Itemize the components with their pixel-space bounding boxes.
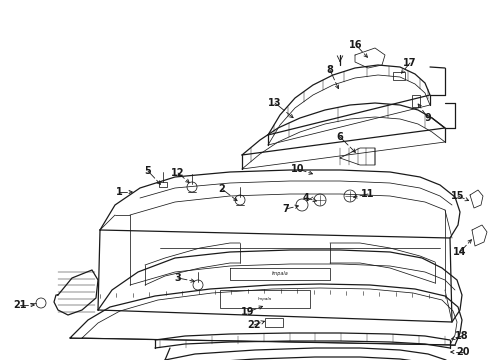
Text: 5: 5 — [144, 166, 151, 176]
Bar — [392, 72, 404, 80]
Text: 2: 2 — [218, 184, 225, 194]
Bar — [264, 318, 283, 327]
Text: 18: 18 — [454, 331, 468, 341]
Text: 10: 10 — [291, 164, 304, 174]
Text: 6: 6 — [336, 132, 343, 142]
Text: 7: 7 — [282, 204, 289, 214]
Text: 3: 3 — [174, 273, 181, 283]
Text: 13: 13 — [268, 98, 281, 108]
Text: 11: 11 — [361, 189, 374, 199]
Text: 19: 19 — [241, 307, 254, 317]
Text: 17: 17 — [403, 58, 416, 68]
Text: Impala: Impala — [271, 271, 288, 276]
Text: 1: 1 — [115, 187, 122, 197]
Text: 15: 15 — [450, 191, 464, 201]
Text: 22: 22 — [247, 320, 260, 330]
Text: 14: 14 — [452, 247, 466, 257]
Text: 9: 9 — [424, 113, 430, 123]
Text: 4: 4 — [302, 193, 309, 203]
Text: 12: 12 — [171, 168, 184, 178]
Bar — [411, 95, 419, 107]
Bar — [220, 290, 309, 308]
Text: 21: 21 — [13, 300, 27, 310]
Text: 20: 20 — [455, 347, 469, 357]
Text: Impala: Impala — [258, 297, 271, 301]
Text: 16: 16 — [348, 40, 362, 50]
Bar — [159, 182, 167, 187]
Text: 8: 8 — [326, 65, 333, 75]
